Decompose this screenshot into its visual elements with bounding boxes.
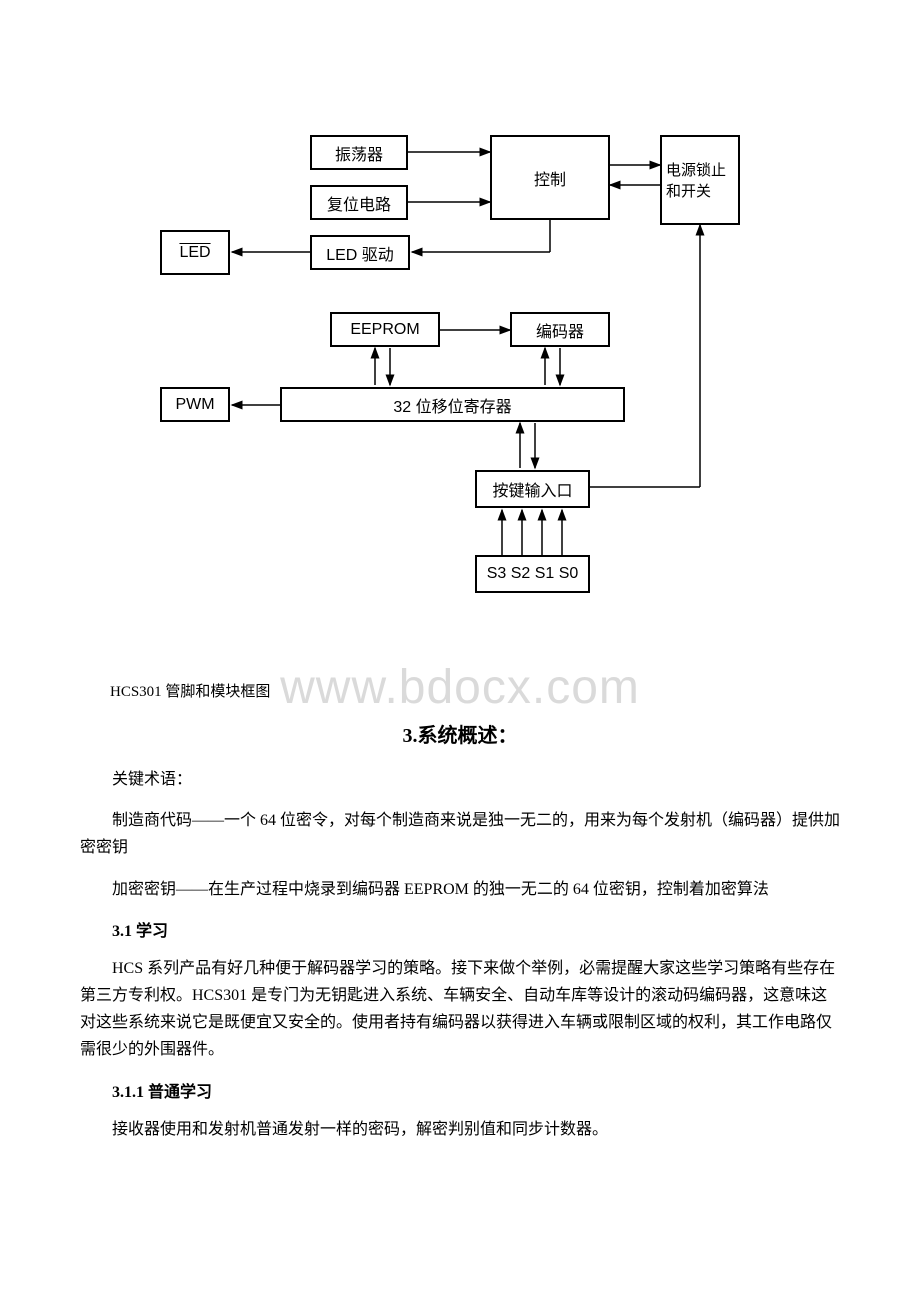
block-diagram: 振荡器 复位电路 控制 电源锁止和开关 LED LED 驱动 EEPROM 编码…: [140, 130, 780, 620]
box-label: 按键输入口: [492, 477, 572, 501]
box-label: LED: [179, 244, 210, 262]
box-led: LED: [160, 230, 230, 275]
box-reset: 复位电路: [310, 185, 408, 220]
term-1: 制造商代码——一个 64 位密令，对每个制造商来说是独一无二的，用来为每个发射机…: [80, 807, 840, 861]
section-3-1-body: HCS 系列产品有好几种便于解码器学习的策略。接下来做个举例，必需提醒大家这些学…: [80, 955, 840, 1064]
section-3-1-1-title: 3.1.1 普通学习: [80, 1078, 840, 1102]
box-label: LED 驱动: [326, 241, 394, 265]
term-2: 加密密钥——在生产过程中烧录到编码器 EEPROM 的独一无二的 64 位密钥，…: [80, 876, 840, 903]
document-content: HCS301 管脚和模块框图 3.系统概述： 关键术语： 制造商代码——一个 6…: [80, 680, 840, 1157]
section-3-1-title: 3.1 学习: [80, 917, 840, 941]
terms-label: 关键术语：: [80, 766, 840, 793]
box-label: 32 位移位寄存器: [393, 393, 511, 417]
box-label: 复位电路: [327, 191, 391, 215]
box-oscillator: 振荡器: [310, 135, 408, 170]
box-label: S3 S2 S1 S0: [487, 565, 579, 583]
section-3-title: 3.系统概述：: [80, 719, 840, 748]
box-eeprom: EEPROM: [330, 312, 440, 347]
figure-caption: HCS301 管脚和模块框图: [80, 680, 840, 701]
box-control: 控制: [490, 135, 610, 220]
box-label: EEPROM: [350, 321, 419, 339]
box-leddrv: LED 驱动: [310, 235, 410, 270]
box-label: 电源锁止和开关: [666, 159, 734, 201]
box-shiftreg: 32 位移位寄存器: [280, 387, 625, 422]
box-label: PWM: [175, 396, 214, 414]
box-powerlock: 电源锁止和开关: [660, 135, 740, 225]
section-3-1-1-body: 接收器使用和发射机普通发射一样的密码，解密判别值和同步计数器。: [80, 1116, 840, 1143]
box-label: 控制: [534, 166, 566, 190]
box-label: 振荡器: [335, 141, 383, 165]
box-pwm: PWM: [160, 387, 230, 422]
box-label: 编码器: [536, 318, 584, 342]
box-encoder: 编码器: [510, 312, 610, 347]
box-keys: S3 S2 S1 S0: [475, 555, 590, 593]
box-keyin: 按键输入口: [475, 470, 590, 508]
